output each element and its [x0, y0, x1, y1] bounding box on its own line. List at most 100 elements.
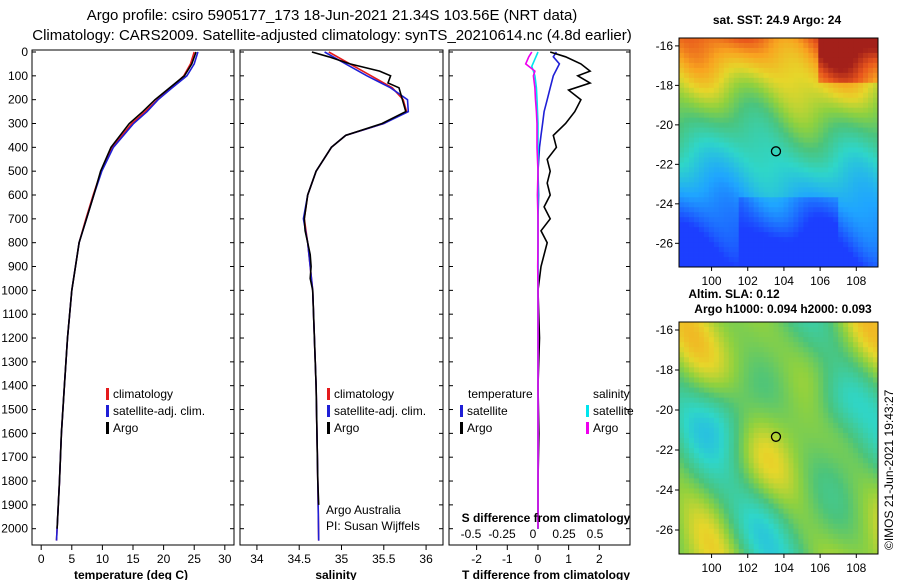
map-cell	[803, 207, 809, 213]
map-cell	[738, 468, 745, 474]
map-cell	[813, 222, 819, 228]
map-cell	[718, 207, 725, 213]
map-cell	[733, 62, 740, 69]
map-cell	[688, 92, 695, 99]
map-cell	[693, 207, 700, 213]
legend-satellite-adj: satellite-adj. clim.	[334, 404, 426, 418]
map-cell	[853, 327, 859, 333]
map-cell	[733, 87, 740, 94]
map-cell	[698, 402, 705, 409]
map-cell	[693, 498, 700, 504]
map-cell	[693, 72, 700, 79]
map-cell	[683, 47, 690, 54]
map-cell	[828, 242, 834, 248]
map-cell	[828, 327, 834, 333]
legend-swatch-temp-satellite	[460, 405, 463, 417]
map-cell	[768, 448, 774, 454]
map-cell	[763, 72, 769, 79]
map-cell	[813, 87, 819, 94]
map-cell	[728, 478, 735, 484]
map-cell	[703, 417, 710, 424]
map-cell	[858, 257, 864, 263]
map-cell	[808, 42, 814, 49]
map-cell	[833, 107, 839, 114]
map-cell	[738, 237, 745, 243]
s-diff-tick-label: 0.25	[552, 527, 576, 541]
map-cell	[868, 377, 874, 383]
map-cell	[708, 177, 715, 183]
map-cell	[828, 52, 834, 59]
lon-tick-label: 102	[738, 561, 758, 575]
map-cell	[708, 367, 715, 373]
map-cell	[723, 262, 730, 268]
map-cell	[863, 57, 869, 64]
map-cell	[833, 443, 839, 449]
map-cell	[828, 182, 834, 188]
map-cell	[703, 427, 710, 434]
map-cell	[843, 57, 849, 64]
map-cell	[703, 242, 710, 248]
map-cell	[763, 172, 769, 178]
lat-tick-label: -22	[656, 443, 674, 457]
map-cell	[803, 528, 809, 535]
map-cell	[783, 367, 789, 373]
map-cell	[788, 322, 794, 328]
map-cell	[679, 458, 685, 464]
map-cell	[853, 132, 859, 138]
map-cell	[763, 87, 769, 94]
map-cell	[763, 42, 769, 49]
map-cell	[848, 327, 854, 333]
map-cell	[738, 453, 745, 459]
map-cell	[853, 212, 859, 218]
map-cell	[708, 42, 715, 49]
map-cell	[693, 262, 700, 268]
map-cell	[808, 417, 814, 424]
map-cell	[713, 387, 720, 394]
map-cell	[813, 192, 819, 198]
map-cell	[748, 327, 755, 333]
map-cell	[833, 498, 839, 504]
map-cell	[843, 147, 849, 153]
map-cell	[873, 543, 879, 550]
map-cell	[858, 57, 864, 64]
map-cell	[833, 402, 839, 409]
map-cell	[763, 523, 769, 530]
map-cell	[753, 42, 760, 49]
map-cell	[823, 518, 829, 525]
map-cell	[708, 453, 715, 459]
map-cell	[763, 377, 769, 383]
map-cell	[738, 508, 745, 515]
map-cell	[748, 127, 755, 133]
map-cell	[713, 478, 720, 484]
map-cell	[773, 473, 779, 479]
map-cell	[738, 327, 745, 333]
map-cell	[833, 322, 839, 328]
map-cell	[813, 52, 819, 59]
map-cell	[778, 127, 784, 133]
map-cell	[778, 167, 784, 173]
lat-tick-label: -22	[656, 157, 674, 171]
map-cell	[768, 533, 774, 540]
map-cell	[758, 538, 764, 545]
map-cell	[708, 127, 715, 133]
map-cell	[733, 332, 740, 338]
map-cell	[838, 528, 844, 535]
map-cell	[838, 212, 844, 218]
map-cell	[713, 112, 720, 119]
map-cell	[763, 197, 769, 203]
map-cell	[783, 468, 789, 474]
map-cell	[843, 167, 849, 173]
map-cell	[708, 322, 715, 328]
map-cell	[828, 112, 834, 119]
map-cell	[723, 327, 730, 333]
map-cell	[803, 212, 809, 218]
map-cell	[813, 142, 819, 148]
map-cell	[783, 422, 789, 429]
map-cell	[863, 392, 869, 399]
map-cell	[778, 217, 784, 223]
map-cell	[773, 82, 779, 89]
legend-swatch-satellite	[106, 405, 109, 417]
map-cell	[798, 407, 804, 414]
map-cell	[728, 463, 735, 469]
map-cell	[788, 327, 794, 333]
